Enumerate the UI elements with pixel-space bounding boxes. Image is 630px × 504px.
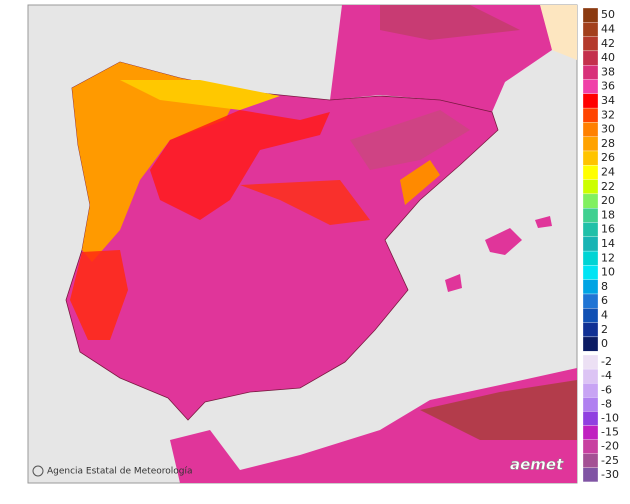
legend-label: 6 [601, 294, 608, 307]
legend-swatch [582, 193, 599, 209]
legend-label: 18 [601, 208, 615, 221]
legend-label: 10 [601, 266, 615, 279]
legend-label: -25 [601, 454, 619, 467]
legend-label: 32 [601, 108, 615, 121]
france-highland [380, 5, 520, 40]
legend-label: 22 [601, 180, 615, 193]
legend-label: 0 [601, 337, 608, 350]
central-hot [150, 110, 330, 220]
legend-swatch [582, 22, 599, 37]
atlas [420, 380, 577, 440]
france-east [540, 5, 577, 60]
legend-swatch [582, 383, 599, 398]
legend-label: 50 [601, 8, 615, 21]
legend-swatch [582, 7, 599, 23]
legend-label: -4 [601, 369, 612, 382]
credit-agency: Agencia Estatal de Meteorología [47, 467, 193, 477]
legend-swatch [582, 236, 599, 252]
legend-swatch [582, 308, 599, 323]
alentejo-hot [70, 250, 128, 340]
legend-label: 26 [601, 151, 615, 164]
legend-label: 4 [601, 308, 608, 321]
legend-label: 14 [601, 237, 615, 250]
legend-label: -20 [601, 440, 619, 453]
legend-swatch [582, 107, 599, 123]
legend-label: 20 [601, 194, 615, 207]
legend-swatch [582, 122, 599, 137]
legend-swatch [582, 250, 599, 266]
legend-swatch [582, 93, 599, 109]
legend-label: -8 [601, 397, 612, 410]
legend-swatch [582, 425, 599, 440]
legend-swatch [582, 439, 599, 454]
legend-swatch [582, 179, 599, 195]
legend-swatch [582, 293, 599, 309]
legend-label: -30 [601, 468, 619, 481]
legend-swatch [582, 397, 599, 412]
credit-icon [32, 465, 44, 477]
mallorca [485, 228, 522, 255]
ibiza [445, 274, 462, 292]
legend-swatch [582, 208, 599, 223]
legend-swatch [582, 467, 599, 483]
legend-swatch [582, 165, 599, 180]
legend-swatch [582, 322, 599, 338]
legend-label: 30 [601, 123, 615, 136]
legend-swatch [582, 354, 599, 370]
legend-label: -10 [601, 411, 619, 424]
sistema-central [240, 180, 370, 225]
legend-label: -15 [601, 426, 619, 439]
legend-swatch [582, 136, 599, 152]
legend-swatch [582, 411, 599, 426]
legend-label: 2 [601, 323, 608, 336]
north-africa [170, 368, 577, 483]
legend-swatch [582, 279, 599, 295]
legend-label: -6 [601, 383, 612, 396]
legend-label: 8 [601, 280, 608, 293]
credit-logo: aemet [510, 456, 564, 474]
legend-label: 24 [601, 165, 615, 178]
legend-swatch [582, 265, 599, 280]
legend-label: 28 [601, 137, 615, 150]
legend-swatch [582, 36, 599, 52]
legend-swatch [582, 79, 599, 94]
legend-swatch [582, 222, 599, 237]
legend-label: 34 [601, 94, 615, 107]
cantabrian-mild [120, 80, 280, 110]
legend-swatch [582, 453, 599, 468]
legend-swatch [582, 336, 599, 352]
legend-swatch [582, 65, 599, 80]
legend-label: -2 [601, 355, 612, 368]
legend-swatch [582, 150, 599, 166]
legend-label: 12 [601, 251, 615, 264]
legend-swatch [582, 368, 599, 384]
legend-label: 42 [601, 37, 615, 50]
valencia-coast [400, 160, 440, 205]
legend-label: 44 [601, 22, 615, 35]
menorca [535, 216, 552, 228]
legend-label: 16 [601, 223, 615, 236]
legend-label: 36 [601, 80, 615, 93]
ebro-basin [350, 110, 470, 170]
legend-label: 38 [601, 65, 615, 78]
legend-swatch [582, 50, 599, 66]
legend-label: 40 [601, 51, 615, 64]
northwest-warm [72, 62, 240, 262]
